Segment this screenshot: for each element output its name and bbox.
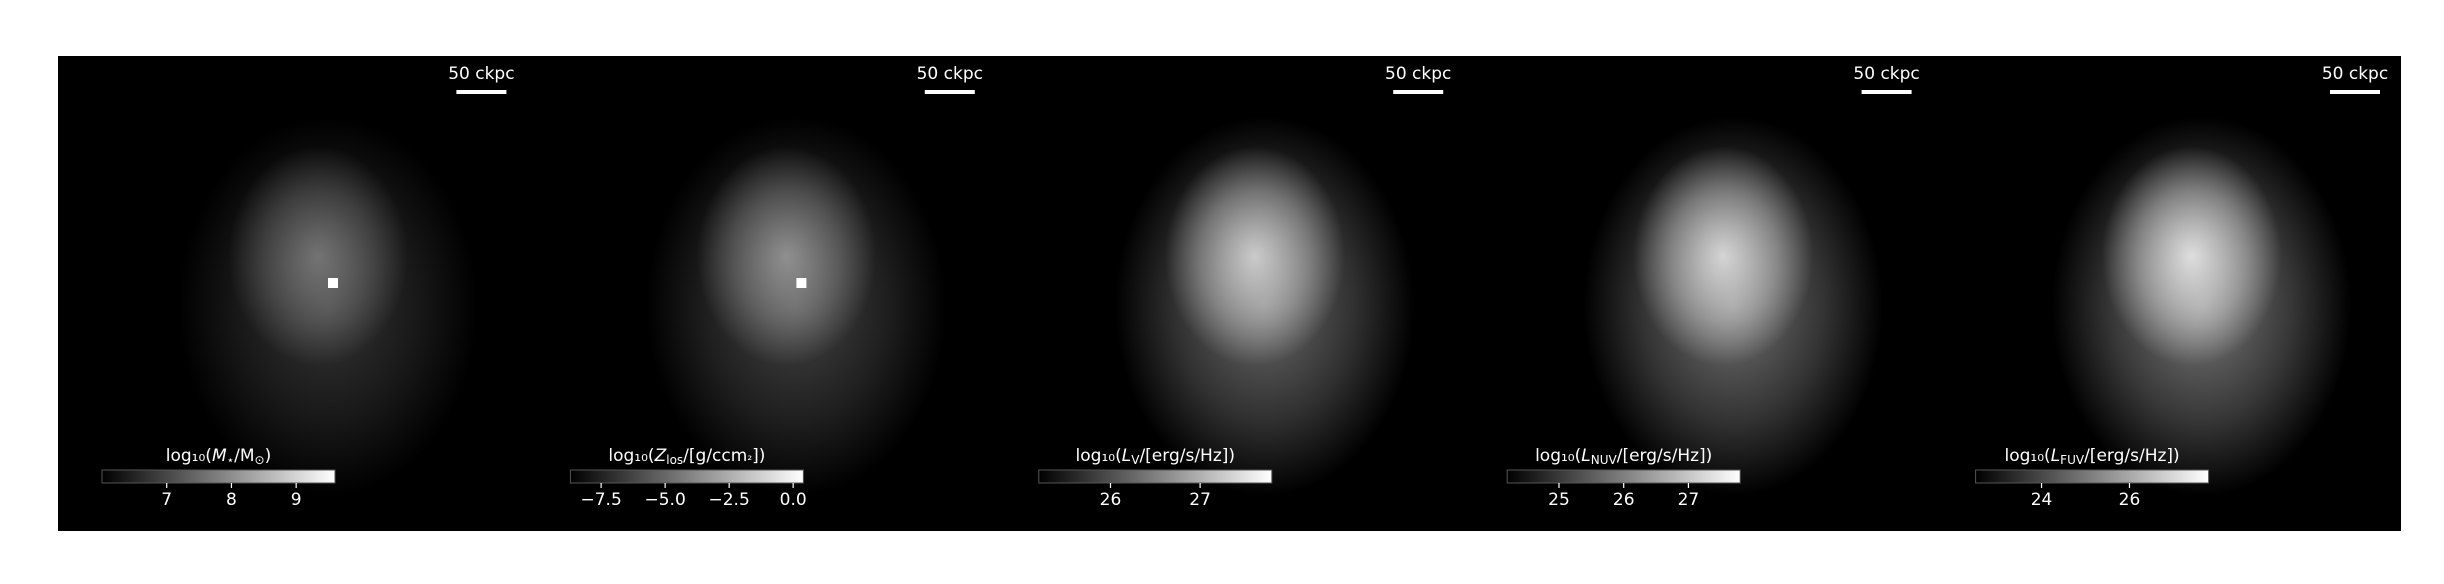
colorbar-label: log₁₀(LFUV/[erg/s/Hz]) bbox=[2005, 446, 2180, 467]
scalebar-label: 50 ckpc bbox=[2322, 64, 2388, 84]
label-part: ) bbox=[265, 446, 272, 466]
label-part: V bbox=[1131, 453, 1140, 467]
bright-core bbox=[328, 278, 338, 288]
galaxy-glow bbox=[1164, 146, 1345, 366]
label-part: log₁₀( bbox=[1076, 446, 1122, 466]
label-part: FUV bbox=[2060, 453, 2085, 467]
colorbar-tick-label: 7 bbox=[161, 490, 172, 510]
colorbar-tick-label: 26 bbox=[1100, 490, 1122, 510]
colorbar bbox=[1038, 469, 1273, 484]
panel: 50 ckpc log₁₀(LNUV/[erg/s/Hz]) 25 26 27 bbox=[1463, 56, 1933, 531]
colorbar-tick-label: 9 bbox=[291, 490, 302, 510]
label-part: log₁₀( bbox=[1535, 446, 1581, 466]
label-part: ² bbox=[747, 453, 752, 467]
scalebar-label: 50 ckpc bbox=[448, 64, 514, 84]
label-part: /[erg/s/Hz]) bbox=[1139, 446, 1235, 466]
label-part: NUV bbox=[1591, 453, 1618, 467]
panel: 50 ckpc log₁₀(LFUV/[erg/s/Hz]) 24 26 bbox=[1931, 56, 2401, 531]
bright-core bbox=[796, 278, 807, 288]
scalebar-label: 50 ckpc bbox=[917, 64, 983, 84]
label-part: L bbox=[1122, 446, 1131, 466]
label-part: log₁₀( bbox=[166, 446, 212, 466]
label-part: ⋆ bbox=[227, 453, 235, 467]
galaxy-glow bbox=[696, 146, 877, 366]
label-part: ⊙ bbox=[255, 453, 265, 467]
colorbar-tick-label: 27 bbox=[1189, 490, 1211, 510]
colorbar-tick-label: −2.5 bbox=[709, 490, 750, 510]
label-part: M bbox=[212, 446, 227, 466]
label-part: L bbox=[1581, 446, 1590, 466]
label-part: ]) bbox=[752, 446, 765, 466]
label-part: /[erg/s/Hz]) bbox=[1617, 446, 1713, 466]
galaxy-glow bbox=[1633, 146, 1814, 366]
colorbar-label: log₁₀(LV/[erg/s/Hz]) bbox=[1076, 446, 1235, 467]
label-part: /M bbox=[234, 446, 254, 466]
label-part: L bbox=[2051, 446, 2060, 466]
colorbar-label: log₁₀(M⋆/M⊙) bbox=[166, 446, 271, 467]
label-part: log₁₀( bbox=[608, 446, 654, 466]
colorbar-label: log₁₀(Zlos/[g/ccm²]) bbox=[608, 446, 765, 467]
label-part: los bbox=[666, 453, 683, 467]
colorbar-tick-label: 25 bbox=[1548, 490, 1570, 510]
scalebar-label: 50 ckpc bbox=[1853, 64, 1919, 84]
colorbar-tick-label: 8 bbox=[226, 490, 237, 510]
colorbar bbox=[101, 469, 336, 484]
colorbar-tick-label: 26 bbox=[2119, 490, 2141, 510]
label-part: /[erg/s/Hz]) bbox=[2084, 446, 2180, 466]
galaxy-glow bbox=[2101, 146, 2282, 366]
colorbar-tick-label: 0.0 bbox=[780, 490, 807, 510]
colorbar bbox=[1975, 469, 2210, 484]
label-part: Z bbox=[654, 446, 667, 466]
colorbar bbox=[569, 469, 804, 484]
colorbar-tick-label: −5.0 bbox=[644, 490, 685, 510]
colorbar-label: log₁₀(LNUV/[erg/s/Hz]) bbox=[1535, 446, 1712, 467]
panel: 50 ckpc log₁₀(M⋆/M⊙) 7 8 9 bbox=[58, 56, 528, 531]
colorbar-tick-label: −7.5 bbox=[580, 490, 621, 510]
panel: 50 ckpc log₁₀(LV/[erg/s/Hz]) 26 27 bbox=[994, 56, 1465, 531]
colorbar-tick-label: 24 bbox=[2031, 490, 2053, 510]
colorbar bbox=[1506, 469, 1741, 484]
label-part: /[g/ccm bbox=[683, 446, 747, 466]
colorbar-tick-label: 27 bbox=[1678, 490, 1700, 510]
galaxy-glow bbox=[228, 146, 408, 366]
scalebar-label: 50 ckpc bbox=[1385, 64, 1451, 84]
colorbar-tick-label: 26 bbox=[1613, 490, 1635, 510]
label-part: log₁₀( bbox=[2005, 446, 2051, 466]
panel: 50 ckpc log₁₀(Zlos/[g/ccm²]) −7.5 −5.0 −2.5 0… bbox=[526, 56, 996, 531]
